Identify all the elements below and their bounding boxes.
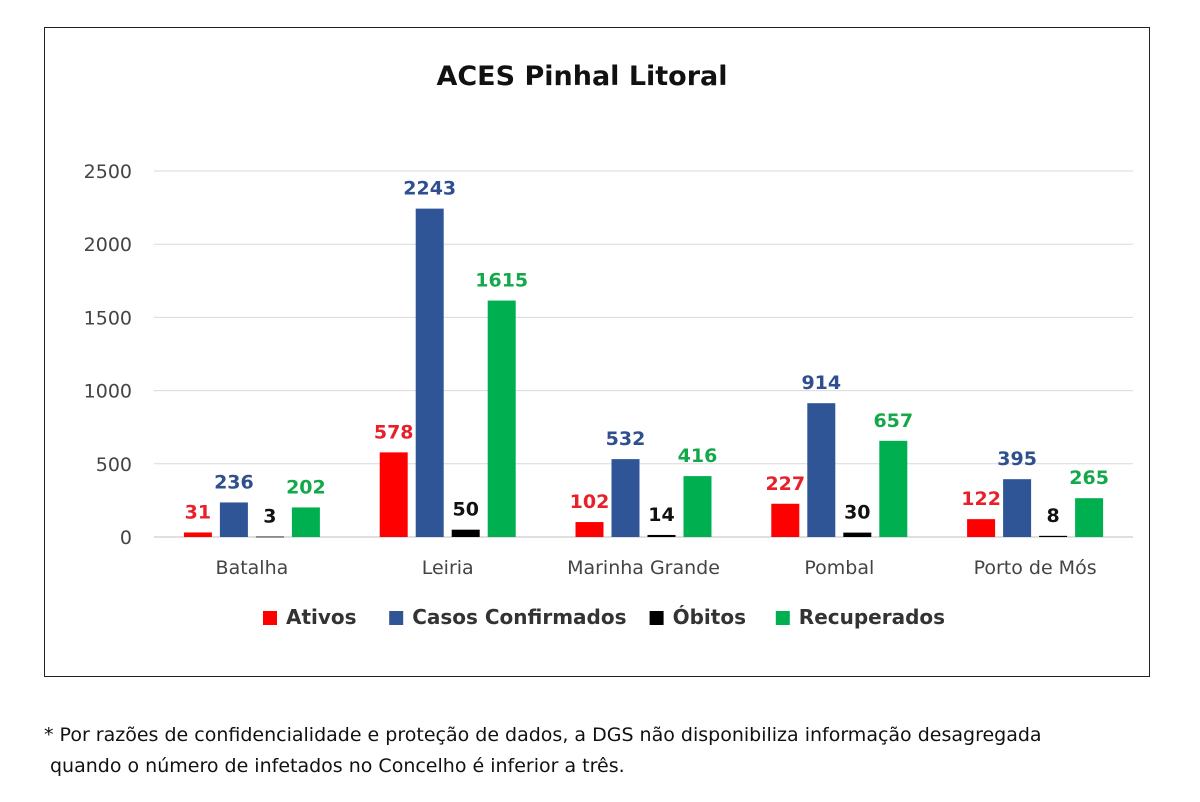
data-label: 202	[286, 476, 326, 498]
data-label: 30	[844, 502, 870, 524]
data-label: 914	[801, 372, 841, 394]
y-tick-label: 2000	[84, 234, 132, 256]
x-category-label: Pombal	[804, 557, 874, 579]
data-label: 1615	[475, 270, 528, 292]
x-category-label: Batalha	[216, 557, 289, 579]
data-label: 122	[961, 488, 1001, 510]
y-tick-label: 2500	[84, 161, 132, 183]
y-tick-label: 1500	[84, 307, 132, 329]
data-label: 8	[1046, 505, 1059, 527]
bar	[683, 476, 712, 537]
bar	[967, 519, 996, 537]
bar	[255, 536, 284, 538]
bar	[1075, 498, 1104, 537]
data-label: 532	[606, 428, 646, 450]
y-tick-label: 1000	[84, 381, 132, 403]
bar	[1003, 479, 1032, 537]
data-label: 50	[452, 499, 478, 521]
x-category-label: Marinha Grande	[567, 557, 720, 579]
bar	[843, 532, 872, 537]
footnote-line-1: * Por razões de confidencialidade e prot…	[44, 724, 1042, 746]
data-label: 578	[374, 421, 414, 443]
bar	[647, 534, 676, 537]
data-label: 265	[1069, 467, 1109, 489]
bar	[219, 502, 248, 537]
data-label: 395	[997, 448, 1037, 470]
data-label: 2243	[403, 178, 456, 200]
bar-chart: ACES Pinhal Litoral 0 500 1000 1500 2000 2500…	[84, 61, 1133, 629]
chart-title: ACES Pinhal Litoral	[436, 61, 727, 92]
data-label: 416	[678, 445, 718, 467]
legend-swatch	[649, 611, 664, 625]
legend-swatch	[389, 611, 404, 625]
bar	[291, 507, 320, 537]
data-label: 236	[214, 471, 254, 493]
x-category-label: Leiria	[422, 557, 474, 579]
footnote: * Por razões de confidencialidade e prot…	[44, 720, 1184, 782]
bar	[451, 529, 480, 537]
bar	[771, 503, 800, 537]
legend-label: Recuperados	[799, 605, 945, 629]
x-category-label: Porto de Mós	[974, 557, 1097, 579]
bar	[487, 300, 516, 537]
bar	[183, 532, 212, 537]
bar	[1039, 535, 1068, 537]
y-tick-label: 500	[96, 454, 132, 476]
y-tick-label: 0	[120, 527, 132, 549]
chart-frame: ACES Pinhal Litoral 0 500 1000 1500 2000 2500…	[44, 27, 1150, 677]
legend-swatch	[775, 611, 790, 625]
legend-label: Óbitos	[673, 605, 746, 629]
bar	[611, 459, 640, 537]
data-label: 657	[873, 410, 913, 432]
bar	[807, 403, 836, 537]
bar	[575, 522, 604, 537]
data-label: 14	[648, 504, 674, 526]
legend-label: Ativos	[286, 605, 357, 629]
data-label: 227	[765, 473, 805, 495]
bar	[379, 452, 408, 537]
data-label: 31	[185, 501, 211, 523]
data-label: 102	[570, 491, 610, 513]
data-label: 3	[263, 506, 276, 528]
footnote-line-2: quando o número de infetados no Concelho…	[50, 755, 625, 777]
legend-swatch	[263, 611, 277, 625]
bar	[415, 208, 444, 537]
bar	[879, 440, 908, 537]
legend-label: Casos Confirmados	[412, 605, 626, 629]
